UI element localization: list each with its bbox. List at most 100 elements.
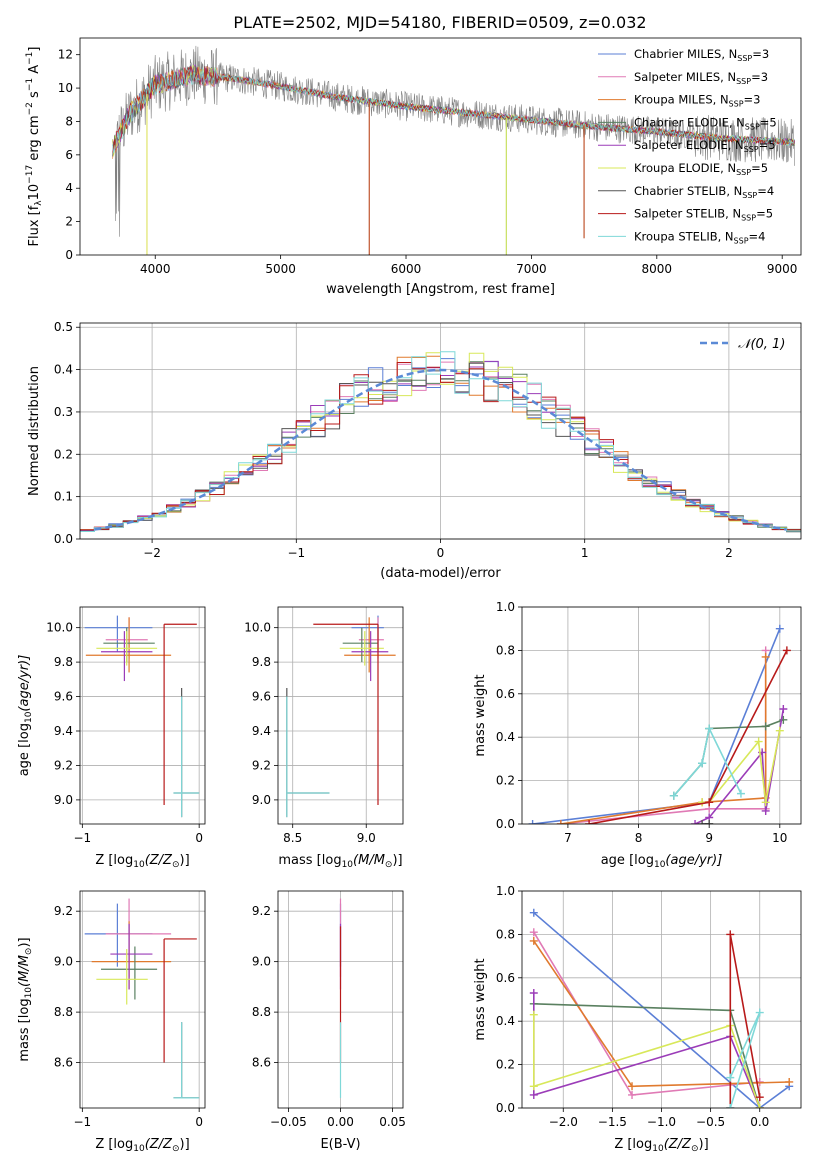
y-tick-label: 1.0 xyxy=(496,884,515,898)
spectrum-axes: 4000 5000 6000 7000 8000 9000 0 2 4 6 8 10 12 xyxy=(58,48,798,276)
mass-weight-marker xyxy=(755,1093,764,1102)
x-tick-label: 0.00 xyxy=(327,1115,354,1129)
weight_vs_z-plot xyxy=(529,908,794,1108)
mass-weight-marker xyxy=(782,646,791,655)
x-tick-label: 10 xyxy=(772,831,787,845)
mass-weight-marker xyxy=(529,1082,538,1091)
legend-entry: Kroupa MILES, NSSP=3 xyxy=(634,93,760,109)
y-tick-label: 0.2 xyxy=(496,1058,515,1072)
y-tick-label: 9.4 xyxy=(252,724,271,738)
mass-weight-marker xyxy=(698,759,707,768)
y-tick-label: 0.0 xyxy=(496,817,515,831)
mass-weight-marker xyxy=(529,928,538,937)
weight_vs_z-xlabel: Z [log10(Z/Z⊙)] xyxy=(614,1137,708,1154)
y-tick-label: 0.0 xyxy=(496,1101,515,1115)
residuals-xlabel: (data-model)/error xyxy=(380,566,501,581)
weight_vs_z-axes: −2.0 −1.5 −1.0 −0.5 0.0 0.0 0.2 0.4 0.6 0.8 1.0 xyxy=(496,884,801,1129)
spectrum-legend: Chabrier MILES, NSSP=3 Salpeter MILES, NS… xyxy=(598,47,777,245)
mass-weight-marker xyxy=(754,737,763,746)
y-tick-label: 1.0 xyxy=(496,600,515,614)
x-tick-label: −1 xyxy=(73,831,91,845)
mass-weight-marker xyxy=(628,1082,637,1091)
x-tick-label: −1 xyxy=(287,546,305,560)
x-tick-label: 7 xyxy=(564,831,572,845)
legend-entry: Salpeter ELODIE, NSSP=5 xyxy=(634,138,776,154)
x-tick-label: −2.0 xyxy=(549,1115,578,1129)
y-tick-label: 9.2 xyxy=(252,904,271,918)
y-tick-label: 8.8 xyxy=(54,1005,73,1019)
mass-weight-marker xyxy=(726,1104,735,1108)
mass-weight-marker xyxy=(726,1073,735,1082)
mass-weight-marker xyxy=(529,936,538,945)
y-tick-label: 0.1 xyxy=(54,490,73,504)
legend-entry: Chabrier STELIB, NSSP=4 xyxy=(634,184,774,200)
x-tick-label: 8.5 xyxy=(283,831,302,845)
y-tick-label: 0.2 xyxy=(496,774,515,788)
y-tick-label: 9.8 xyxy=(54,655,73,669)
axes-frame xyxy=(79,37,802,256)
y-tick-label: 0.3 xyxy=(54,405,73,419)
weight_vs_age-plot xyxy=(528,624,791,824)
y-tick-label: 9.4 xyxy=(54,724,73,738)
legend-entry: Salpeter STELIB, NSSP=5 xyxy=(634,207,773,223)
legend-entry: Kroupa STELIB, NSSP=4 xyxy=(634,229,765,245)
mass-weight-marker xyxy=(691,820,700,824)
mass-weight-marker xyxy=(761,798,770,807)
spectrum-xlabel: wavelength [Angstrom, rest frame] xyxy=(326,282,555,297)
x-tick-label: 9 xyxy=(705,831,713,845)
x-tick-label: 8000 xyxy=(642,262,673,276)
y-tick-label: 0.5 xyxy=(54,320,73,334)
y-tick-label: 0.4 xyxy=(496,1014,515,1028)
mass-weight-marker xyxy=(775,624,784,633)
y-tick-label: 10 xyxy=(58,81,73,95)
y-tick-label: 9.2 xyxy=(54,904,73,918)
axes-frame xyxy=(277,890,404,1109)
age_vs_mass-axes: 8.5 9.0 9.0 9.2 9.4 9.6 9.8 10.0 xyxy=(244,607,403,845)
x-tick-label: 5000 xyxy=(265,262,296,276)
mass-weight-marker xyxy=(726,930,735,939)
weight_vs_age-ylabel: mass weight xyxy=(473,674,488,756)
y-tick-label: 0.2 xyxy=(54,447,73,461)
figure-title: PLATE=2502, MJD=54180, FIBERID=0509, z=0… xyxy=(233,13,646,32)
axes-frame xyxy=(277,606,404,825)
mass-weight-marker xyxy=(761,652,770,661)
x-tick-label: 4000 xyxy=(140,262,171,276)
y-tick-label: 9.6 xyxy=(54,690,73,704)
x-tick-label: 6000 xyxy=(391,262,422,276)
x-tick-label: 9.0 xyxy=(357,831,376,845)
y-tick-label: 8.6 xyxy=(54,1056,73,1070)
y-tick-label: 0.4 xyxy=(54,363,73,377)
y-tick-label: 2 xyxy=(65,215,73,229)
x-tick-label: −0.5 xyxy=(696,1115,725,1129)
y-tick-label: 8.6 xyxy=(252,1056,271,1070)
model-spectrum xyxy=(112,67,795,154)
x-tick-label: 0.05 xyxy=(379,1115,406,1129)
age_vs_z-plot xyxy=(84,615,200,818)
mass-weight-line xyxy=(673,726,742,797)
age_vs_mass-plot xyxy=(286,615,396,818)
mass-weight-marker xyxy=(529,988,538,997)
y-tick-label: 9.0 xyxy=(252,955,271,969)
spectrum-ylabel: Flux [fλ10−17 erg cm−2 s−1 A−1] xyxy=(25,47,44,247)
axes-frame xyxy=(521,890,802,1109)
mass-weight-marker xyxy=(698,820,707,824)
mass_vs_z-plot xyxy=(84,898,200,1099)
mass-weight-marker xyxy=(556,820,565,824)
legend-entry: Kroupa ELODIE, NSSP=5 xyxy=(634,161,768,177)
legend-entry: Salpeter MILES, NSSP=3 xyxy=(634,70,768,86)
y-tick-label: 6 xyxy=(65,148,73,162)
y-tick-label: 10.0 xyxy=(46,621,73,635)
x-tick-label: −1.5 xyxy=(598,1115,627,1129)
mass-weight-marker xyxy=(761,806,770,815)
x-tick-label: −0.05 xyxy=(270,1115,307,1129)
axes-frame xyxy=(79,322,802,540)
x-tick-label: 0.0 xyxy=(750,1115,769,1129)
y-tick-label: 0.6 xyxy=(496,687,515,701)
x-tick-label: −1.0 xyxy=(647,1115,676,1129)
x-tick-label: 0 xyxy=(437,546,445,560)
y-tick-label: 0.8 xyxy=(496,927,515,941)
spectrum-plot xyxy=(112,45,796,255)
y-tick-label: 9.6 xyxy=(252,690,271,704)
mass-weight-marker xyxy=(705,798,714,807)
y-tick-label: 12 xyxy=(58,48,73,62)
